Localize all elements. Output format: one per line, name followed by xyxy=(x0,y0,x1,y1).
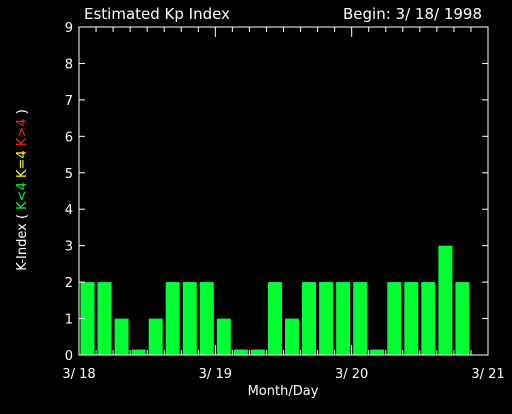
kp-bar xyxy=(404,282,419,355)
x-tick-label: 3/ 21 xyxy=(471,367,504,382)
kp-bar xyxy=(353,282,368,355)
y-label-legend-part: K>4 xyxy=(15,118,30,146)
y-label-legend-part: K=4 xyxy=(15,150,30,178)
y-axis: 0 1 2 3 4 5 6 7 8 9 xyxy=(65,21,488,364)
y-tick-label: 8 xyxy=(65,57,73,72)
kp-bar xyxy=(131,349,146,355)
kp-bar xyxy=(285,318,299,355)
begin-date-label: Begin: 3/ 18/ 1998 xyxy=(343,5,482,23)
y-tick-label: 0 xyxy=(65,349,73,364)
kp-bar xyxy=(233,349,248,355)
x-tick-label: 3/ 18 xyxy=(62,367,95,382)
kp-bar xyxy=(336,282,351,355)
y-tick-label: 9 xyxy=(65,21,73,36)
kp-bar xyxy=(387,282,402,355)
y-tick-label: 6 xyxy=(65,130,73,145)
y-tick-label: 3 xyxy=(65,240,73,255)
x-tick-label: 3/ 19 xyxy=(199,367,232,382)
kp-bar xyxy=(165,282,180,355)
y-tick-label: 2 xyxy=(65,276,73,291)
x-tick-label: 3/ 20 xyxy=(335,367,368,382)
y-tick-label: 7 xyxy=(65,94,73,109)
kp-bar xyxy=(80,282,95,355)
y-tick-label: 4 xyxy=(65,203,73,218)
y-label-prefix: K-Index ( xyxy=(15,210,30,271)
y-tick-label: 5 xyxy=(65,167,73,182)
kp-bar xyxy=(438,245,453,355)
kp-bar xyxy=(370,349,385,355)
y-tick-label: 1 xyxy=(65,313,73,328)
chart-title: Estimated Kp Index xyxy=(84,5,230,23)
kp-bar xyxy=(319,282,334,355)
kp-bar xyxy=(148,318,163,355)
kp-bar xyxy=(97,282,112,355)
kp-bar xyxy=(199,282,214,355)
kp-bar xyxy=(216,318,231,355)
kp-bar xyxy=(250,349,265,355)
x-axis: 3/ 18 3/ 19 3/ 20 3/ 21 xyxy=(62,27,505,382)
kp-bar xyxy=(455,282,470,355)
kp-bar xyxy=(302,282,316,355)
y-label-suffix: ) xyxy=(15,109,30,118)
kp-bar xyxy=(182,282,197,355)
y-axis-label: K-Index ( K<4 K=4 K>4 ) xyxy=(15,109,30,271)
kp-bar xyxy=(114,318,129,355)
y-label-legend-part: K<4 xyxy=(15,182,30,210)
x-axis-label: Month/Day xyxy=(248,384,319,399)
kp-bar xyxy=(421,282,436,355)
kp-bar xyxy=(268,282,282,355)
bars-group xyxy=(80,245,470,355)
